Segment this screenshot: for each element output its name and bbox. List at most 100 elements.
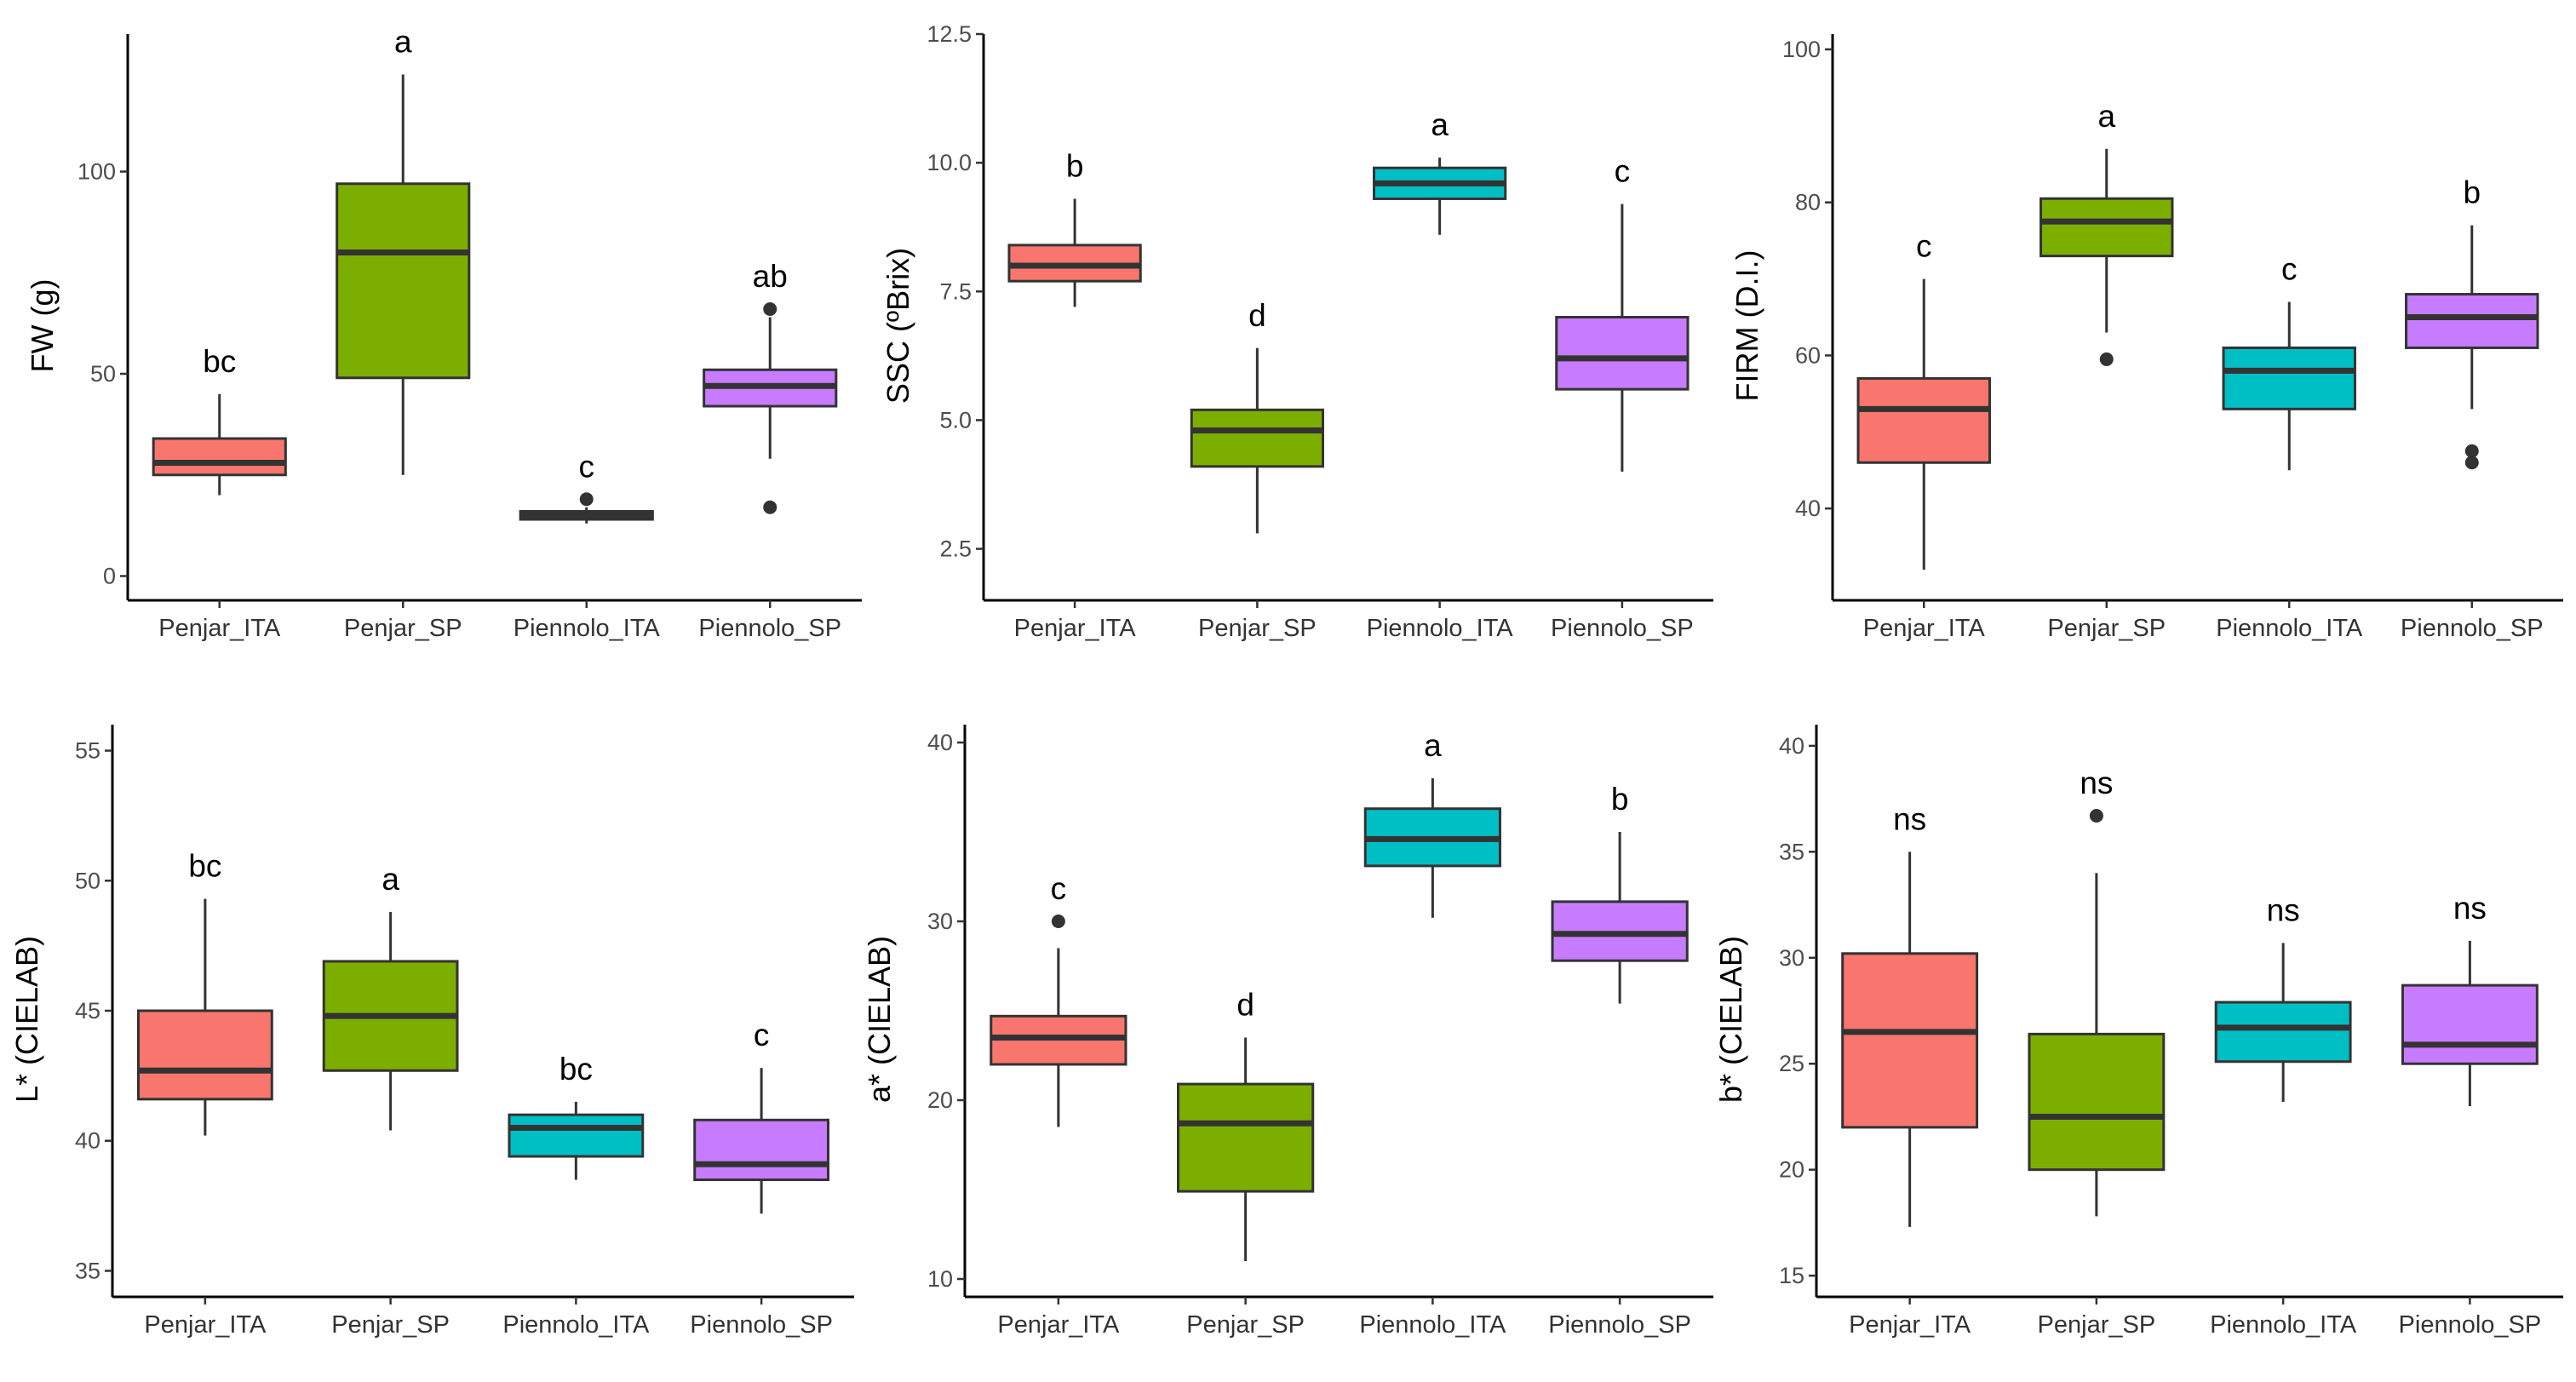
significance-letter: ab	[753, 259, 788, 294]
significance-letter: ns	[2453, 891, 2487, 926]
iqr-box	[1190, 408, 1325, 468]
x-tick-label: Penjar_SP	[2038, 1311, 2156, 1339]
significance-letter: a	[382, 862, 399, 897]
y-tick-label: 20	[1779, 1157, 1804, 1183]
box-Piennolo_ITA: c	[519, 449, 654, 524]
x-tick-label: Piennolo_ITA	[502, 1311, 650, 1339]
iqr-box	[2405, 293, 2539, 349]
box-Piennolo_SP: ns	[2401, 891, 2539, 1106]
y-tick-label: 10	[927, 1266, 953, 1292]
x-tick-label: Penjar_ITA	[1849, 1311, 1971, 1339]
significance-letter: a	[394, 25, 412, 60]
box-Piennolo_SP: b	[1551, 782, 1689, 1004]
y-tick-label: 7.5	[939, 278, 972, 304]
panel-6: 15 20 25 30 35 40 b* (CIELAB) ns Penjar_ITA ns Pen…	[1713, 725, 2563, 1339]
y-tick-label: 100	[77, 159, 116, 185]
significance-letter: ns	[2080, 766, 2113, 800]
iqr-box	[152, 437, 287, 477]
x-tick-label: Piennolo_SP	[1551, 615, 1694, 642]
x-tick-label: Piennolo_SP	[1548, 1311, 1691, 1339]
x-tick-label: Penjar_ITA	[997, 1311, 1120, 1339]
outlier-point	[1051, 915, 1065, 928]
x-tick-label: Penjar_SP	[2047, 615, 2166, 642]
box-Penjar_ITA: bc	[152, 344, 287, 496]
iqr-box	[1856, 376, 1991, 464]
y-tick-label: 60	[1795, 342, 1821, 368]
outlier-point	[579, 492, 594, 507]
y-tick-label: 50	[75, 868, 100, 893]
significance-letter: bc	[559, 1052, 593, 1087]
x-tick-label: Piennolo_ITA	[1359, 1311, 1506, 1339]
y-tick-label: 5.0	[939, 407, 972, 433]
box-Piennolo_ITA: c	[2222, 252, 2356, 471]
panel-5: 10 20 30 40 a* (CIELAB) c Penjar_ITA d Penjar_SP…	[862, 725, 1713, 1339]
x-tick-label: Piennolo_SP	[690, 1311, 833, 1339]
significance-letter: c	[579, 449, 595, 484]
iqr-box	[1555, 316, 1690, 391]
y-tick-label: 50	[90, 361, 116, 387]
significance-letter: bc	[203, 344, 236, 379]
outlier-point	[2464, 444, 2479, 458]
panel-1: 0 50 100 FW (g) bc Penjar_ITA a Penjar_SP c Pienn…	[25, 25, 862, 642]
outlier-point	[2089, 809, 2103, 823]
iqr-box	[2401, 983, 2539, 1065]
outlier-point	[2099, 352, 2114, 366]
iqr-box	[2028, 1032, 2166, 1172]
significance-letter: a	[2097, 99, 2115, 134]
significance-letter: c	[2281, 252, 2298, 287]
y-tick-label: 25	[1779, 1051, 1804, 1076]
x-tick-label: Penjar_SP	[331, 1311, 450, 1339]
x-tick-label: Piennolo_SP	[2401, 615, 2544, 642]
significance-letter: d	[1236, 988, 1254, 1023]
box-Penjar_ITA: ns	[1841, 801, 1979, 1227]
x-tick-label: Penjar_SP	[1198, 615, 1317, 642]
y-axis-title: FIRM (D.I.)	[1730, 250, 1764, 402]
box-Penjar_ITA: b	[1007, 148, 1142, 307]
box-Piennolo_ITA: bc	[508, 1052, 645, 1180]
y-axis-title: L* (CIELAB)	[9, 936, 44, 1103]
y-tick-label: 30	[927, 909, 953, 934]
y-tick-label: 20	[927, 1087, 953, 1113]
significance-letter: a	[1431, 107, 1449, 142]
box-Penjar_ITA: c	[990, 871, 1127, 1127]
box-Penjar_SP: d	[1190, 298, 1325, 534]
significance-letter: bc	[188, 849, 221, 884]
significance-letter: ns	[1893, 801, 1926, 836]
iqr-box	[2222, 346, 2356, 410]
box-Piennolo_ITA: ns	[2214, 892, 2352, 1103]
y-tick-label: 40	[1795, 496, 1821, 521]
iqr-box	[2040, 197, 2174, 258]
y-tick-label: 30	[1779, 945, 1804, 971]
box-Penjar_SP: a	[336, 25, 471, 475]
box-Piennolo_ITA: a	[1363, 728, 1501, 918]
x-tick-label: Piennolo_ITA	[513, 615, 661, 642]
box-Penjar_SP: ns	[2028, 766, 2166, 1217]
y-tick-label: 10.0	[927, 150, 972, 175]
box-Piennolo_SP: ab	[703, 259, 838, 514]
y-tick-label: 2.5	[939, 536, 972, 562]
box-Piennolo_SP: b	[2405, 175, 2539, 470]
box-Piennolo_ITA: a	[1372, 107, 1507, 235]
box-Penjar_ITA: c	[1856, 229, 1991, 571]
panel-3: 40 60 80 100 FIRM (D.I.) c Penjar_ITA a Penjar_S…	[1730, 34, 2563, 642]
x-tick-label: Penjar_SP	[344, 615, 462, 642]
x-tick-label: Penjar_ITA	[1863, 615, 1986, 642]
x-tick-label: Penjar_SP	[1186, 1311, 1305, 1339]
significance-letter: c	[1051, 871, 1067, 906]
significance-letter: a	[1424, 728, 1442, 763]
y-tick-label: 15	[1779, 1263, 1804, 1288]
significance-letter: d	[1248, 298, 1266, 333]
y-tick-label: 45	[75, 998, 100, 1024]
y-tick-label: 55	[75, 738, 100, 764]
iqr-box	[1841, 952, 1979, 1129]
significance-letter: b	[2463, 175, 2481, 210]
significance-letter: c	[754, 1018, 770, 1052]
outlier-point	[763, 302, 777, 316]
box-Piennolo_SP: c	[1555, 154, 1690, 472]
y-tick-label: 40	[75, 1128, 100, 1154]
iqr-box	[508, 1113, 645, 1158]
x-tick-label: Piennolo_SP	[2399, 1311, 2542, 1339]
x-tick-label: Penjar_ITA	[144, 1311, 267, 1339]
iqr-box	[1177, 1082, 1315, 1193]
x-tick-label: Penjar_ITA	[1014, 615, 1137, 642]
